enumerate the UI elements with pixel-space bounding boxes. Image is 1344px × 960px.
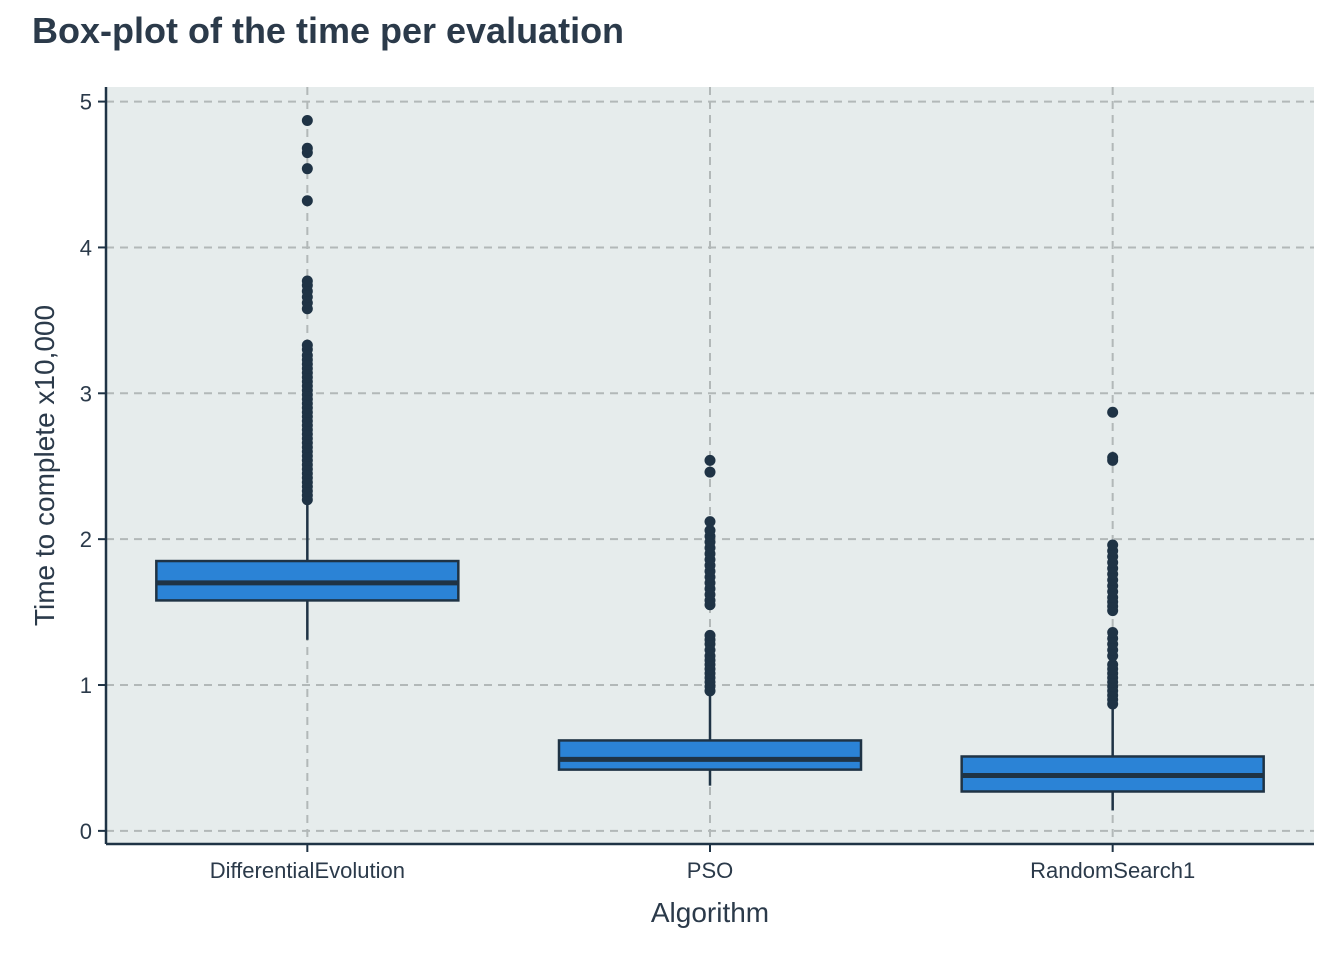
outlier-point bbox=[301, 142, 313, 154]
y-axis-title: Time to complete x10,000 bbox=[29, 305, 60, 626]
chart-title: Box-plot of the time per evaluation bbox=[32, 10, 625, 51]
tick-labels: 0 1 2 3 4 5 DifferentialEvolution PSO RandomSear… bbox=[80, 90, 1195, 883]
box-DifferentialEvolution bbox=[155, 115, 460, 640]
outlier-point bbox=[1107, 451, 1119, 463]
box-RandomSearch1 bbox=[960, 406, 1265, 811]
outlier-point bbox=[1107, 539, 1119, 551]
outlier-point bbox=[1107, 627, 1119, 639]
axes bbox=[98, 87, 1314, 852]
y-tick-label: 1 bbox=[80, 673, 92, 698]
boxes bbox=[155, 115, 1265, 811]
outlier-point bbox=[704, 629, 716, 641]
y-tick-label: 4 bbox=[80, 235, 92, 260]
outlier-point bbox=[301, 339, 313, 351]
y-tick-label: 3 bbox=[80, 381, 92, 406]
box-PSO bbox=[557, 454, 863, 786]
outlier-point bbox=[1107, 659, 1119, 671]
x-axis-title: Algorithm bbox=[651, 897, 769, 928]
outlier-point bbox=[704, 466, 716, 478]
outlier-point bbox=[704, 524, 716, 536]
outlier-point bbox=[301, 115, 313, 127]
y-tick-label: 5 bbox=[80, 90, 92, 115]
iqr-box bbox=[557, 739, 863, 771]
outlier-point bbox=[704, 454, 716, 466]
outlier-point bbox=[301, 163, 313, 175]
y-tick-label: 0 bbox=[80, 819, 92, 844]
outlier-point bbox=[301, 275, 313, 287]
y-tick-label: 2 bbox=[80, 527, 92, 552]
x-tick-label: PSO bbox=[687, 858, 733, 883]
outlier-point bbox=[301, 195, 313, 207]
x-tick-label: RandomSearch1 bbox=[1030, 858, 1195, 883]
x-tick-label: DifferentialEvolution bbox=[210, 858, 405, 883]
outlier-point bbox=[704, 516, 716, 528]
outlier-point bbox=[1107, 406, 1119, 418]
